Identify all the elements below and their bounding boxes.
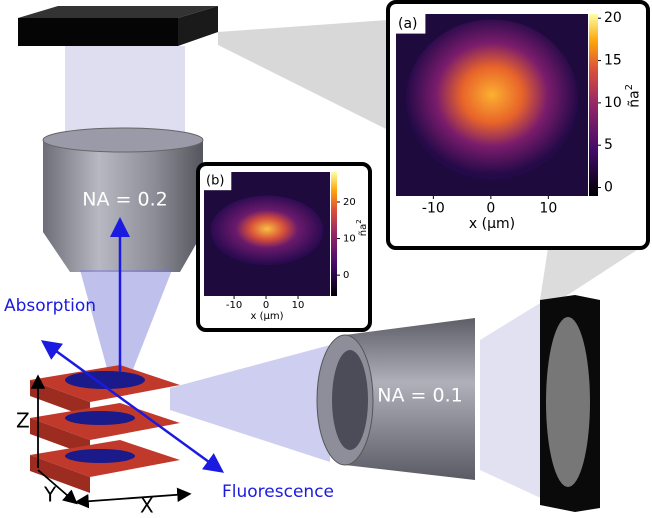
page: NA = 0.2 NA = 0.1 Absorption Fluorescenc… — [0, 0, 652, 518]
colorbar-tick-label: 20 — [604, 10, 622, 26]
connector — [540, 248, 640, 300]
colorbar — [589, 14, 598, 196]
sample — [30, 365, 180, 493]
colorbar-label-base: ña — [358, 224, 369, 236]
colorbar-tick-label: 20 — [343, 197, 356, 208]
tube — [480, 300, 545, 500]
lens-label: NA = 0.2 — [82, 189, 167, 211]
objective — [43, 140, 203, 232]
detector — [18, 18, 178, 46]
light-cone — [170, 345, 330, 462]
colorbar-label-base: ña — [626, 90, 642, 107]
heatmap-spot — [211, 196, 324, 265]
axis-label: Y — [43, 483, 57, 507]
lens-label: NA = 0.1 — [377, 385, 462, 407]
axis-arrow — [78, 494, 188, 502]
colorbar — [331, 172, 337, 296]
colorbar-tick-label: 10 — [343, 234, 356, 245]
inset-tag: (a) — [398, 16, 418, 32]
heatmap-spot — [406, 19, 578, 179]
x-tick-label: 10 — [539, 201, 557, 217]
x-axis-label: x (μm) — [469, 216, 515, 232]
colorbar-label-sup: 2 — [355, 219, 363, 223]
detector — [546, 317, 590, 487]
colorbar-tick-label: 15 — [604, 53, 622, 69]
objective — [43, 232, 203, 272]
colorbar-tick-label: 10 — [604, 95, 622, 111]
light-cone — [80, 270, 172, 372]
axis-label: X — [140, 494, 154, 518]
x-tick-label: -10 — [226, 300, 242, 311]
objective — [43, 128, 203, 152]
inset-tag: (b) — [206, 174, 224, 189]
colorbar-label-sup: 2 — [624, 84, 635, 90]
x-tick-label: 0 — [263, 300, 269, 311]
x-tick-label: -10 — [422, 201, 445, 217]
arrow-label: Absorption — [4, 296, 96, 316]
x-axis-label: x (μm) — [250, 311, 283, 322]
x-tick-label: 0 — [486, 201, 495, 217]
axis-label: Z — [16, 409, 30, 433]
figure: NA = 0.2 NA = 0.1 Absorption Fluorescenc… — [0, 0, 652, 518]
x-tick-label: 10 — [292, 300, 305, 311]
colorbar-tick-label: 0 — [604, 180, 613, 196]
objective — [332, 350, 368, 450]
arrow-label: Fluorescence — [222, 482, 334, 502]
colorbar-tick-label: 0 — [343, 270, 349, 281]
colorbar-tick-label: 5 — [604, 137, 613, 153]
connector — [218, 20, 388, 130]
